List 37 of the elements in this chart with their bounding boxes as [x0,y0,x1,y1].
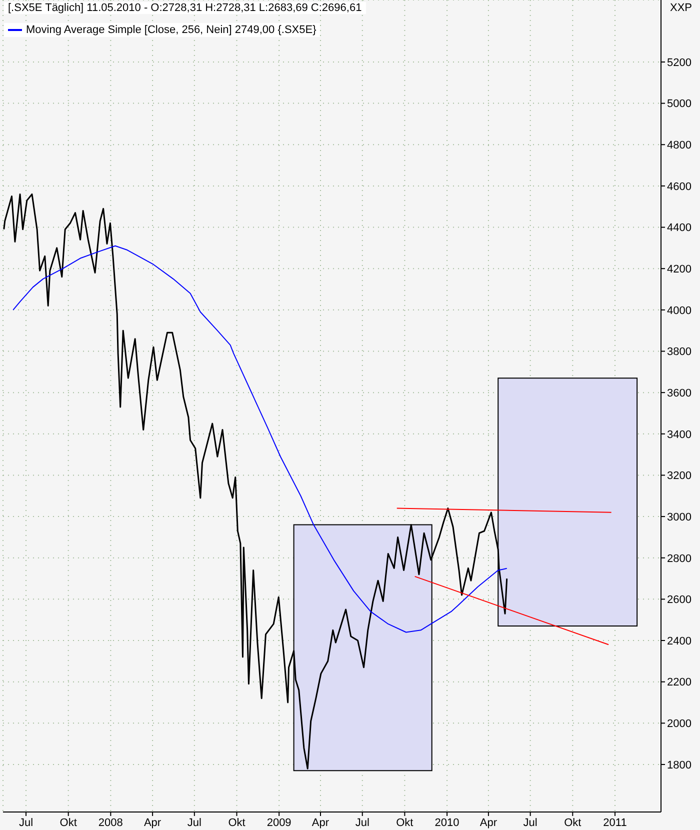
y-tick-label: 4800 [667,140,692,152]
y-tick-label: 2400 [667,635,692,648]
x-tick-label: Okt [564,816,582,829]
x-tick-label: Jul [187,816,202,829]
y-tick-label: 4600 [667,180,692,193]
x-tick-label: Jul [523,816,538,829]
x-tick-label: 2009 [266,816,292,829]
y-tick-label: 1800 [667,759,692,772]
text: XXP [670,2,692,14]
y-tick-label: 2000 [667,718,692,730]
x-tick-label: Okt [60,816,77,829]
x-tick-label: Apr [144,816,162,829]
y-tick-label: 3000 [667,511,692,524]
y-tick-label: 3800 [667,346,692,358]
y-tick-label: 5200 [667,56,692,69]
x-tick-label: 2010 [434,816,460,829]
line-series [12,245,508,633]
y-tick-label: 3200 [667,470,692,482]
legend-label: Moving Average Simple [Close, 256, Nein] 2749,00 {.SX5E} [26,24,316,36]
y-tick-label: 2800 [667,552,692,565]
y-tick-label: 3600 [667,387,692,400]
y-tick-label: 4400 [667,222,692,234]
x-tick-label: Okt [396,816,414,829]
y-tick-label: 4200 [667,264,692,276]
x-tick-label: Jul [355,816,370,829]
y-tick-label: 5000 [667,98,692,110]
x-tick-label: 2008 [98,816,123,829]
y-tick-label: 2600 [667,594,692,606]
y-tick-label: 4000 [667,304,692,317]
x-tick-label: 2011 [603,816,627,829]
y-tick-label: 3400 [667,428,692,441]
x-tick-label: Jul [18,816,34,829]
chart-title: [.SX5E Täglich] 11.05.2010 - O:2728,31 H:2728,31 L:2683,69 C:2696,61 [4,2,366,14]
y-tick-label: 2200 [667,676,692,689]
x-tick-label: Apr [312,816,330,829]
x-tick-label: Apr [480,816,498,829]
x-tick-label: Okt [228,816,246,829]
